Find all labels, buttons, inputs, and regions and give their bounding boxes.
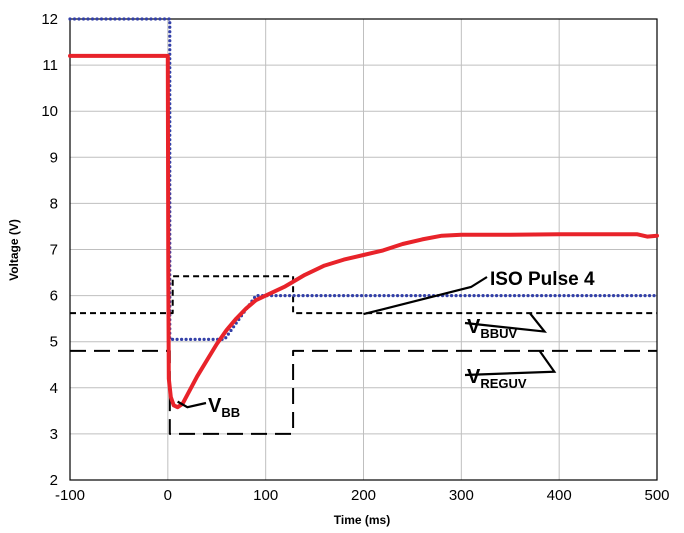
y-tick-label: 9 [50, 149, 58, 166]
y-tick-label: 4 [50, 380, 58, 397]
x-tick-label: 0 [164, 487, 172, 504]
x-tick-label: 200 [351, 487, 376, 504]
x-tick-label: 500 [644, 487, 669, 504]
y-tick-label: 5 [50, 334, 58, 351]
vbbuv-label: VBBUV [467, 316, 518, 341]
annotation-leader [464, 312, 547, 333]
y-tick-label: 8 [50, 195, 58, 212]
y-axis-title: Voltage (V) [7, 219, 21, 281]
plot-area-frame [69, 18, 658, 481]
x-tick-label: 400 [547, 487, 572, 504]
series-line-long-dash [70, 349, 657, 435]
y-tick-label: 11 [42, 57, 58, 74]
x-tick-label: -100 [55, 487, 85, 504]
y-tick-label: 7 [50, 242, 58, 259]
y-tick-label: 3 [50, 426, 58, 443]
x-axis-tick-labels: -100 0 100 200 300 400 500 [55, 487, 670, 504]
grid-lines [69, 18, 658, 481]
series-line-short-dash [70, 275, 657, 315]
series-line-solid [68, 53, 659, 410]
annotation-leader [464, 350, 557, 377]
y-axis-tick-labels: 2 3 4 5 6 7 8 9 10 11 12 [41, 11, 58, 489]
x-tick-label: 300 [449, 487, 474, 504]
vreguv-label: VREGUV [467, 366, 527, 391]
iso-pulse-4-label: ISO Pulse 4 [490, 269, 595, 290]
x-axis-title: Time (ms) [334, 513, 390, 527]
y-tick-label: 12 [41, 11, 58, 28]
y-tick-label: 2 [50, 472, 58, 489]
annotation-leader [177, 400, 207, 409]
annotation-layer: ISO Pulse 4 VBBUV VREGUV VBB [177, 269, 595, 420]
series-layer [68, 17, 659, 435]
x-tick-label: 100 [253, 487, 278, 504]
y-tick-label: 10 [41, 103, 58, 120]
y-tick-label: 6 [50, 288, 58, 305]
annotation-leader [363, 276, 488, 316]
vbb-label: VBB [208, 395, 240, 420]
series-line-dotted [68, 17, 659, 341]
